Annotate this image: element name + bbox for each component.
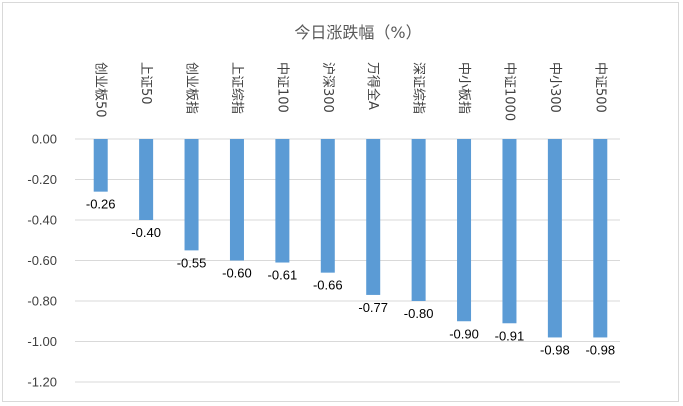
chart-title: 今日涨跌幅（%） [294, 23, 421, 42]
bar [320, 139, 335, 273]
data-label: -0.98 [540, 342, 570, 357]
data-label: -0.98 [585, 342, 615, 357]
category-label: 中证100 [274, 62, 289, 113]
bar [502, 139, 517, 324]
category-label: 创业板指 [184, 62, 199, 114]
data-label: -0.26 [86, 197, 116, 212]
category-label: 万得全A [365, 62, 381, 110]
data-label: -0.55 [177, 255, 207, 270]
category-label: 中证1000 [501, 62, 516, 121]
bar [184, 139, 199, 251]
data-label: -0.66 [313, 278, 343, 293]
chart-frame [2, 2, 679, 402]
bar [139, 139, 154, 220]
y-tick-label: -1.20 [27, 375, 57, 390]
data-label: -0.77 [358, 300, 388, 315]
y-tick-label: 0.00 [32, 132, 57, 147]
data-label: -0.90 [449, 326, 479, 341]
y-tick-label: -1.00 [27, 334, 57, 349]
y-tick-label: -0.20 [27, 172, 57, 187]
y-tick-label: -0.80 [27, 294, 57, 309]
bar [547, 139, 562, 338]
category-label: 上证综指 [229, 62, 244, 114]
bar [229, 139, 244, 261]
bar [411, 139, 426, 301]
bar [457, 139, 472, 322]
data-label: -0.80 [404, 306, 434, 321]
bar [593, 139, 608, 338]
category-label: 中小板指 [456, 62, 471, 114]
category-label: 创业板50 [93, 62, 108, 118]
data-label: -0.60 [222, 266, 252, 281]
gridlines [75, 138, 620, 383]
data-label: -0.61 [268, 268, 298, 283]
category-label: 深证综指 [411, 62, 426, 114]
data-label: -0.40 [131, 225, 161, 240]
data-label: -0.91 [495, 328, 525, 343]
bar [275, 139, 290, 263]
category-label: 沪深300 [320, 62, 336, 113]
category-label: 中小300 [547, 62, 562, 113]
category-labels: 创业板50 上证50 创业板指 上证综指 中证100 沪深300 万得全A 深证综指 中小板指 中… [93, 62, 608, 121]
bar [93, 139, 108, 192]
y-tick-label: -0.40 [27, 213, 57, 228]
y-tick-label: -0.60 [27, 253, 57, 268]
data-labels: -0.26 -0.40 -0.55 -0.60 -0.61 -0.66 -0.77 -0.80… [86, 197, 615, 358]
bar [366, 139, 381, 295]
y-axis: 0.00 -0.20 -0.40 -0.60 -0.80 -1.00 -1.20 [27, 132, 57, 390]
bars [93, 139, 608, 338]
category-label: 中证500 [592, 62, 607, 113]
category-label: 上证50 [138, 62, 153, 105]
